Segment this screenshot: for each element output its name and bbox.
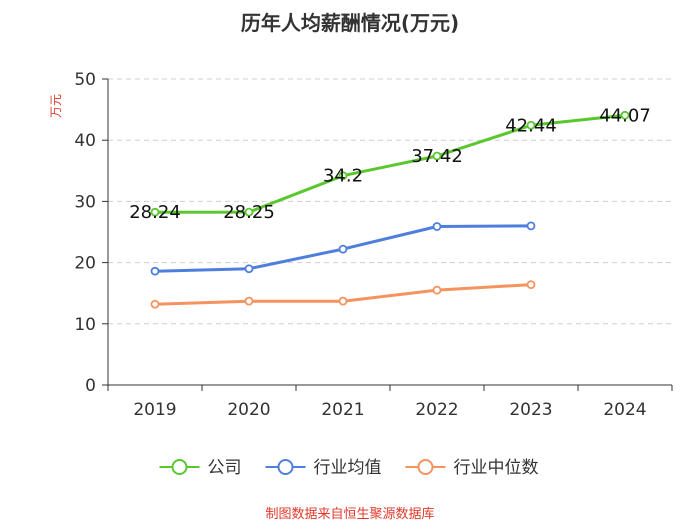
legend-label: 行业中位数 <box>454 458 539 478</box>
data-label: 37.42 <box>411 146 463 167</box>
data-label: 28.24 <box>129 202 181 223</box>
data-point <box>526 221 536 231</box>
data-point <box>432 151 442 161</box>
y-tick-label: 10 <box>74 315 96 335</box>
data-point <box>432 285 442 295</box>
chart-title: 历年人均薪酬情况(万元) <box>241 11 459 35</box>
y-axis-unit-label: 万元 <box>49 94 63 118</box>
data-point <box>338 296 348 306</box>
data-point <box>244 296 254 306</box>
x-tick-label: 2024 <box>603 400 646 420</box>
series-line <box>154 113 626 214</box>
data-point <box>432 222 442 231</box>
x-tick-label: 2021 <box>321 400 364 420</box>
data-point <box>526 280 536 290</box>
legend-label: 行业均值 <box>314 458 382 478</box>
data-point <box>150 266 160 276</box>
y-tick-label: 20 <box>74 254 96 274</box>
legend-item[interactable]: 行业均值 <box>265 458 382 478</box>
data-label: 44.07 <box>599 105 651 126</box>
data-label: 34.2 <box>323 166 363 187</box>
legend-item[interactable]: 公司 <box>159 458 242 478</box>
y-tick-label: 0 <box>85 376 96 396</box>
axes: 0 10 20 30 40 50 2019 2020 2021 2022 2023 2024 <box>74 70 673 420</box>
data-labels: 28.24 28.25 34.2 37.42 42.44 44.07 <box>129 105 651 223</box>
legend-label: 公司 <box>208 458 242 478</box>
data-point <box>150 207 160 217</box>
data-point <box>244 207 254 217</box>
data-point <box>526 120 536 130</box>
x-tick-label: 2019 <box>133 400 176 420</box>
x-tick-label: 2022 <box>415 400 458 420</box>
data-point <box>244 264 254 274</box>
series-lines <box>150 110 630 309</box>
source-note: 制图数据来自恒生聚源数据库 <box>265 506 434 522</box>
legend-marker-icon <box>171 459 188 475</box>
gridlines <box>108 78 672 325</box>
y-tick-label: 40 <box>74 131 96 151</box>
data-point <box>620 110 630 120</box>
data-label: 28.25 <box>223 202 275 223</box>
legend-marker-icon <box>277 459 294 475</box>
x-tick-label: 2020 <box>227 400 270 420</box>
y-tick-label: 30 <box>74 192 96 212</box>
data-point <box>338 171 348 181</box>
data-label: 42.44 <box>505 115 557 136</box>
data-point <box>150 299 160 309</box>
y-tick-label: 50 <box>74 70 96 90</box>
legend-marker-icon <box>417 459 434 475</box>
legend-item[interactable]: 行业中位数 <box>405 458 539 478</box>
legend[interactable]: 公司 行业均值 行业中位数 <box>159 458 539 478</box>
x-tick-label: 2023 <box>509 400 552 420</box>
data-point <box>338 244 348 254</box>
